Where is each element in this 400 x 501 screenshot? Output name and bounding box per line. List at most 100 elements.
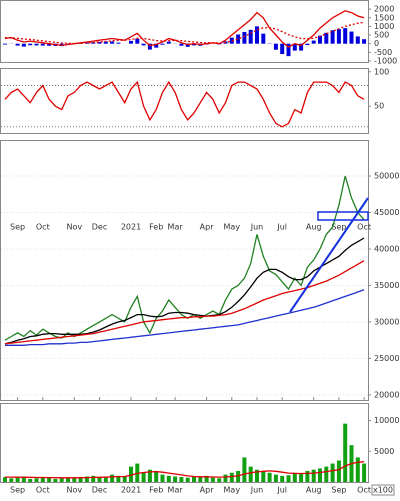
oscillator-frame [1, 69, 369, 134]
x-tick-label: Jun [250, 223, 264, 232]
histogram-bar [324, 33, 328, 44]
x-tick-label: Aug [306, 486, 322, 495]
x-tick-label: Aug [306, 223, 322, 232]
histogram-bar [116, 43, 120, 44]
volume-bar [110, 475, 114, 482]
x-tick-label: Oct [357, 486, 371, 495]
x-tick-label: Sep [10, 223, 25, 232]
histogram-bar [16, 44, 20, 46]
volume-bar [274, 475, 278, 482]
x-tick-label: Nov [66, 486, 82, 495]
volume-bar [230, 473, 234, 482]
x-tick-label: Oct [36, 223, 50, 232]
oscillator-line [5, 82, 364, 127]
x-tick-label: Dec [92, 223, 107, 232]
volume-bar [242, 457, 246, 482]
histogram-bar [356, 36, 360, 43]
histogram-bar [261, 34, 265, 44]
volume-bar [28, 479, 32, 482]
x-tick-label: May [224, 486, 241, 495]
histogram-bar [280, 44, 284, 54]
volume-bar [217, 478, 221, 482]
volume-bar [362, 464, 366, 482]
histogram-bar [167, 42, 171, 44]
x-tick-label: Feb [149, 486, 163, 495]
volume-ma-line [5, 462, 364, 478]
x-tick-label: Sep [10, 486, 25, 495]
volume-bar [312, 470, 316, 482]
y-tick-label: 50 [374, 102, 384, 111]
y-tick-label: 25000 [374, 354, 399, 363]
histogram-bar [274, 44, 278, 50]
histogram-bar [312, 41, 316, 44]
layers: 2000150010005000-500-1000100502000025000… [1, 5, 399, 495]
x-tick-label: 2021 [121, 223, 141, 232]
volume-bar [211, 478, 215, 482]
histogram-bar [135, 39, 139, 44]
volume-bar [173, 476, 177, 482]
volume-bar [324, 467, 328, 482]
histogram-bar [41, 44, 45, 46]
histogram-bar [249, 30, 253, 44]
x-tick-label: Oct [357, 223, 371, 232]
y-tick-label: 100 [374, 67, 389, 76]
volume-bar [249, 467, 253, 482]
volume-bar [293, 473, 297, 482]
signal-line [5, 22, 364, 43]
x-tick-label: Jul [276, 486, 287, 495]
volume-bar [142, 473, 146, 482]
y-tick-label: 30000 [374, 317, 399, 326]
x-tick-label: 2021 [121, 486, 141, 495]
histogram-bar [35, 44, 39, 46]
x-tick-label: Sep [331, 486, 346, 495]
x-tick-label: Dec [92, 486, 107, 495]
volume-bar [16, 478, 20, 482]
volume-bar [60, 478, 64, 482]
x-tick-label: Nov [66, 223, 82, 232]
x-tick-label: Apr [200, 223, 215, 232]
x-tick-label: Jun [250, 486, 264, 495]
volume-bar [198, 477, 202, 482]
y-tick-label: 45000 [374, 208, 399, 217]
volume-bar [337, 461, 341, 482]
volume-bar [9, 478, 13, 482]
volume-bar [305, 471, 309, 482]
volume-bar [224, 475, 228, 482]
y-tick-label: 5000 [374, 447, 394, 456]
moving-average [5, 238, 364, 344]
histogram-bar [110, 41, 114, 43]
volume-bar [123, 476, 127, 482]
volume-bar [154, 471, 158, 482]
histogram-bar [305, 44, 309, 45]
volume-bar [186, 478, 190, 482]
volume-bar [53, 479, 57, 482]
x-tick-label: Mar [168, 486, 184, 495]
histogram-bar [28, 44, 32, 46]
volume-bar [299, 474, 303, 482]
y-tick-label: 40000 [374, 244, 399, 253]
volume-bar [179, 477, 183, 482]
histogram-bar [142, 44, 146, 46]
y-tick-label: 50000 [374, 172, 399, 181]
y-tick-label: 20000 [374, 390, 399, 399]
y-tick-label: 10000 [374, 416, 399, 425]
histogram-bar [362, 39, 366, 43]
histogram-bar [129, 41, 133, 44]
volume-bar [35, 478, 39, 482]
volume-bar [261, 471, 265, 482]
x-tick-label: May [224, 223, 241, 232]
volume-bar [47, 478, 51, 482]
y-tick-label: -1000 [374, 56, 397, 65]
volume-bar [280, 476, 284, 482]
y-tick-label: 35000 [374, 281, 399, 290]
volume-bar [268, 473, 272, 482]
x-tick-label: Apr [200, 486, 215, 495]
price-line [5, 176, 364, 340]
x-tick-label: Oct [36, 486, 50, 495]
histogram-bar [337, 29, 341, 44]
histogram-bar [3, 44, 7, 45]
x-tick-label: Mar [168, 223, 184, 232]
x-tick-label: Feb [149, 223, 163, 232]
volume-bar [72, 478, 76, 482]
